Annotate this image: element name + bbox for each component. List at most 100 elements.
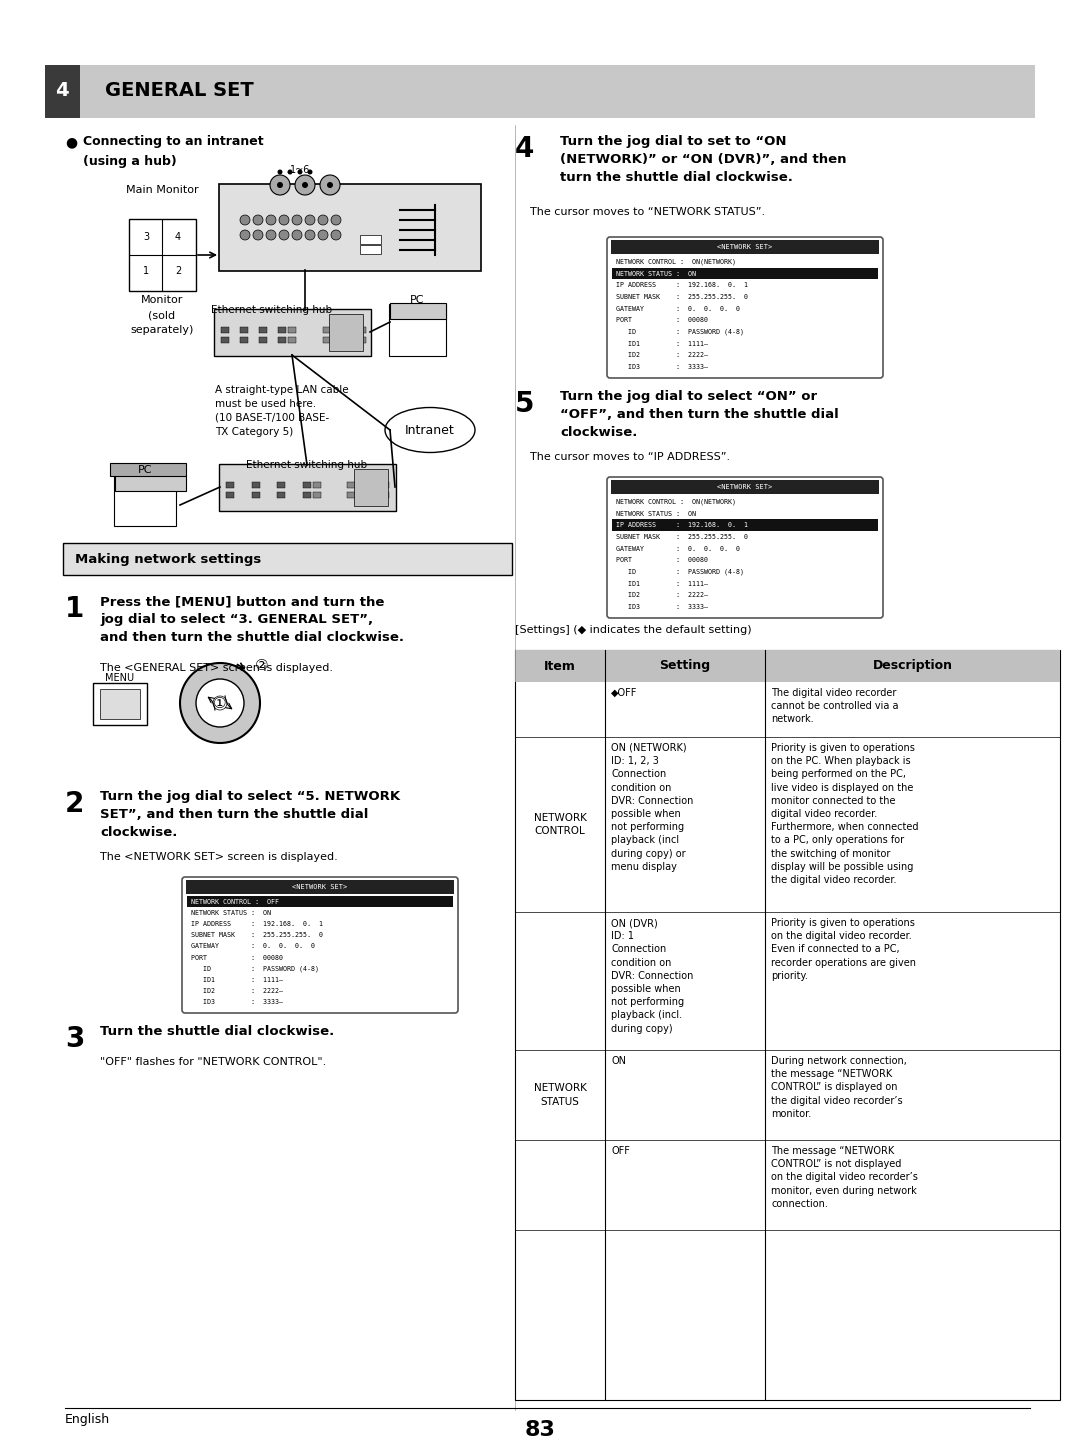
FancyBboxPatch shape: [607, 237, 883, 379]
FancyBboxPatch shape: [323, 336, 330, 344]
Text: separately): separately): [131, 325, 193, 335]
Text: PORT           :  00080: PORT : 00080: [616, 558, 708, 563]
Circle shape: [213, 696, 227, 711]
Text: Monitor: Monitor: [140, 296, 184, 304]
Text: "OFF" flashes for "NETWORK CONTROL".: "OFF" flashes for "NETWORK CONTROL".: [100, 1057, 326, 1067]
FancyBboxPatch shape: [390, 303, 446, 319]
Text: PC: PC: [409, 296, 424, 304]
Text: Ethernet switching hub: Ethernet switching hub: [246, 460, 367, 470]
FancyBboxPatch shape: [611, 480, 879, 494]
FancyBboxPatch shape: [515, 649, 1059, 1401]
Text: ID1         :  1111—: ID1 : 1111—: [616, 581, 708, 587]
Circle shape: [327, 182, 333, 188]
FancyBboxPatch shape: [240, 336, 248, 344]
Text: ID3         :  3333—: ID3 : 3333—: [616, 364, 708, 370]
Text: OFF: OFF: [611, 1146, 630, 1156]
Polygon shape: [45, 66, 1035, 118]
FancyBboxPatch shape: [63, 543, 512, 575]
Text: ID1         :  1111—: ID1 : 1111—: [191, 977, 283, 983]
Text: ①: ①: [213, 696, 227, 711]
FancyBboxPatch shape: [221, 328, 229, 333]
FancyBboxPatch shape: [187, 895, 453, 907]
FancyBboxPatch shape: [357, 328, 366, 333]
Circle shape: [330, 215, 341, 226]
Circle shape: [266, 215, 276, 226]
Text: 3: 3: [65, 1025, 84, 1053]
FancyBboxPatch shape: [221, 336, 229, 344]
Text: ID2         :  2222—: ID2 : 2222—: [191, 989, 283, 994]
Text: PORT           :  00080: PORT : 00080: [616, 317, 708, 323]
FancyBboxPatch shape: [381, 492, 389, 498]
Circle shape: [287, 169, 293, 175]
Circle shape: [302, 182, 308, 188]
Text: [Settings] (◆ indicates the default setting): [Settings] (◆ indicates the default sett…: [515, 625, 752, 635]
FancyBboxPatch shape: [360, 245, 380, 253]
Text: NETWORK
STATUS: NETWORK STATUS: [534, 1083, 586, 1107]
Text: A straight-type LAN cable
must be used here.
(10 BASE-T/100 BASE-
TX Category 5): A straight-type LAN cable must be used h…: [215, 384, 349, 437]
Text: ID          :  PASSWORD (4-8): ID : PASSWORD (4-8): [616, 569, 744, 575]
Ellipse shape: [384, 408, 475, 453]
Text: Item: Item: [544, 660, 576, 673]
FancyBboxPatch shape: [607, 478, 883, 617]
Text: ID2         :  2222—: ID2 : 2222—: [616, 352, 708, 358]
Text: 2: 2: [65, 791, 84, 818]
Text: Description: Description: [873, 660, 953, 673]
Text: Priority is given to operations
on the digital video recorder.
Even if connected: Priority is given to operations on the d…: [771, 917, 916, 981]
Text: MENU: MENU: [106, 673, 135, 683]
Circle shape: [320, 175, 340, 195]
Text: GENERAL SET: GENERAL SET: [105, 82, 254, 100]
Text: Press the [MENU] button and turn the
jog dial to select “3. GENERAL SET”,
and th: Press the [MENU] button and turn the jog…: [100, 596, 404, 644]
Text: The <GENERAL SET> screen is displayed.: The <GENERAL SET> screen is displayed.: [100, 662, 333, 673]
Text: The digital video recorder
cannot be controlled via a
network.: The digital video recorder cannot be con…: [771, 689, 899, 725]
Text: IP ADDRESS     :  192.168.  0.  1: IP ADDRESS : 192.168. 0. 1: [191, 922, 323, 927]
FancyBboxPatch shape: [612, 268, 878, 280]
FancyBboxPatch shape: [129, 218, 195, 291]
Text: 4: 4: [515, 135, 535, 163]
Text: NETWORK CONTROL :  ON(NETWORK): NETWORK CONTROL : ON(NETWORK): [616, 498, 735, 505]
FancyBboxPatch shape: [226, 482, 234, 488]
Circle shape: [253, 215, 264, 226]
Circle shape: [253, 230, 264, 240]
Circle shape: [270, 175, 291, 195]
Circle shape: [266, 230, 276, 240]
Text: English: English: [65, 1414, 110, 1427]
Text: (sold: (sold: [148, 310, 176, 320]
Text: ID3         :  3333—: ID3 : 3333—: [616, 604, 708, 610]
Text: 83: 83: [525, 1420, 555, 1440]
FancyBboxPatch shape: [288, 336, 296, 344]
FancyBboxPatch shape: [303, 482, 311, 488]
Text: Turn the jog dial to select “5. NETWORK
SET”, and then turn the shuttle dial
clo: Turn the jog dial to select “5. NETWORK …: [100, 791, 400, 839]
Text: Priority is given to operations
on the PC. When playback is
being performed on t: Priority is given to operations on the P…: [771, 743, 918, 885]
Text: GATEWAY        :  0.  0.  0.  0: GATEWAY : 0. 0. 0. 0: [616, 546, 740, 552]
Circle shape: [279, 230, 289, 240]
Text: ●: ●: [65, 135, 77, 149]
FancyBboxPatch shape: [252, 482, 259, 488]
FancyBboxPatch shape: [278, 328, 286, 333]
FancyBboxPatch shape: [219, 183, 481, 271]
Text: <NETWORK SET>: <NETWORK SET>: [293, 884, 348, 890]
Circle shape: [292, 215, 302, 226]
Text: <NETWORK SET>: <NETWORK SET>: [717, 245, 772, 250]
Text: Main Monitor: Main Monitor: [125, 185, 199, 195]
Circle shape: [278, 169, 283, 175]
FancyBboxPatch shape: [278, 482, 285, 488]
Text: SUBNET MASK    :  255.255.255.  0: SUBNET MASK : 255.255.255. 0: [616, 294, 748, 300]
Text: PC: PC: [138, 464, 152, 475]
FancyBboxPatch shape: [389, 304, 446, 357]
Text: ON (NETWORK)
ID: 1, 2, 3
Connection
condition on
DVR: Connection
possible when
n: ON (NETWORK) ID: 1, 2, 3 Connection cond…: [611, 743, 693, 872]
Circle shape: [318, 230, 328, 240]
Text: The cursor moves to “IP ADDRESS”.: The cursor moves to “IP ADDRESS”.: [530, 451, 730, 462]
FancyBboxPatch shape: [329, 314, 363, 351]
Text: The cursor moves to “NETWORK STATUS”.: The cursor moves to “NETWORK STATUS”.: [530, 207, 765, 217]
FancyBboxPatch shape: [259, 336, 267, 344]
Circle shape: [297, 169, 302, 175]
Text: SUBNET MASK    :  255.255.255.  0: SUBNET MASK : 255.255.255. 0: [616, 534, 748, 540]
FancyBboxPatch shape: [357, 336, 366, 344]
Text: During network connection,
the message “NETWORK
CONTROL” is displayed on
the dig: During network connection, the message “…: [771, 1056, 907, 1118]
FancyBboxPatch shape: [360, 234, 380, 243]
Text: Connecting to an intranet: Connecting to an intranet: [83, 135, 264, 149]
FancyBboxPatch shape: [183, 877, 458, 1013]
Text: ID          :  PASSWORD (4-8): ID : PASSWORD (4-8): [616, 329, 744, 335]
Circle shape: [292, 230, 302, 240]
FancyBboxPatch shape: [612, 520, 878, 531]
